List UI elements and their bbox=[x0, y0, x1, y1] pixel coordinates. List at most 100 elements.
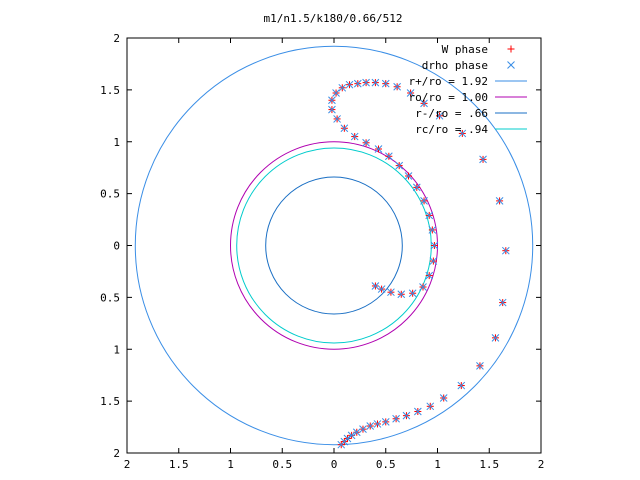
cross-b bbox=[420, 99, 428, 108]
cross-b bbox=[345, 80, 354, 89]
cross-b bbox=[371, 78, 380, 87]
cross-b bbox=[387, 288, 395, 297]
drho-phase-point bbox=[491, 333, 500, 342]
drho-phase-point bbox=[419, 283, 427, 291]
cross-b bbox=[402, 411, 411, 420]
y-tick-label: 0 bbox=[113, 240, 120, 253]
cross-b bbox=[426, 402, 435, 411]
cross-b bbox=[385, 152, 393, 161]
cross-b bbox=[392, 414, 400, 423]
cross-b bbox=[435, 111, 444, 120]
drho-phase-point bbox=[413, 407, 422, 416]
drho-phase-point bbox=[458, 129, 467, 138]
y-tick-label: 0.5 bbox=[100, 291, 120, 304]
cross-b bbox=[495, 197, 504, 205]
drho-phase-point bbox=[420, 99, 428, 108]
cross-b bbox=[408, 289, 417, 298]
cross-b bbox=[352, 428, 361, 437]
drho-phase-point bbox=[426, 402, 435, 411]
drho-phase-point bbox=[366, 422, 375, 430]
drho-phase-point bbox=[352, 428, 361, 437]
drho-phase-point bbox=[353, 79, 362, 88]
x-tick-label: 1.5 bbox=[169, 458, 189, 471]
drho-phase-point bbox=[371, 282, 380, 290]
drho-phase-point bbox=[476, 361, 484, 370]
cross-b bbox=[419, 283, 427, 291]
cross-b bbox=[425, 271, 434, 280]
drho-phase-point bbox=[377, 285, 386, 293]
cross-b bbox=[393, 82, 401, 91]
y-tick-label: 1 bbox=[113, 343, 120, 356]
drho-phase-point bbox=[392, 414, 400, 423]
drho-phase-point bbox=[381, 418, 390, 426]
y-tick-label: 0.5 bbox=[100, 188, 120, 201]
y-tick-label: 2 bbox=[113, 447, 120, 460]
drho-phase-point bbox=[425, 271, 434, 280]
cross-b bbox=[371, 282, 380, 290]
drho-phase-point bbox=[387, 288, 395, 297]
cross-b bbox=[425, 211, 434, 220]
drho-phase-point bbox=[397, 290, 406, 299]
cross-b bbox=[362, 78, 370, 87]
cross-b bbox=[498, 298, 507, 307]
drho-phase-point bbox=[345, 80, 354, 89]
drho-phase-point bbox=[498, 298, 507, 307]
drho-phase-point bbox=[457, 381, 466, 390]
cross-b bbox=[395, 161, 404, 170]
y-tick-label: 2 bbox=[113, 32, 120, 45]
drho-phase-point bbox=[430, 241, 439, 250]
cross-b bbox=[428, 226, 437, 234]
drho-phase-point bbox=[343, 434, 352, 443]
cross-b bbox=[347, 431, 356, 440]
circle-r bbox=[134, 45, 534, 446]
legend-label: ro/ro = 1.00 bbox=[409, 91, 488, 104]
drho-phase-point bbox=[373, 420, 382, 428]
drho-phase-point bbox=[429, 257, 438, 265]
drho-phase-point bbox=[406, 89, 415, 97]
cross-b bbox=[328, 96, 336, 105]
x-tick-label: 0.5 bbox=[272, 458, 292, 471]
drho-phase-point bbox=[393, 82, 401, 91]
cross-b bbox=[458, 129, 467, 138]
reference-circles bbox=[134, 45, 534, 446]
cross-b bbox=[404, 172, 413, 180]
legend: W phase drho phase r+/ro = 1.92 ro/ro = 1.0… bbox=[409, 43, 527, 136]
circle-r bbox=[265, 176, 403, 315]
cross-b bbox=[381, 418, 390, 426]
drho-phase-point bbox=[439, 394, 448, 402]
cross-b bbox=[420, 197, 428, 205]
drho-phase-point bbox=[333, 115, 341, 123]
drho-phase-point bbox=[347, 431, 356, 440]
cross-b bbox=[412, 183, 421, 192]
drho-phase-point bbox=[385, 152, 393, 161]
drho-phase-point bbox=[359, 425, 367, 433]
legend-label: r-/ro = .66 bbox=[415, 107, 488, 120]
cross-b bbox=[353, 79, 362, 88]
cross-b bbox=[338, 83, 347, 92]
cross-b bbox=[340, 124, 349, 133]
cross-b bbox=[362, 138, 370, 147]
cross-b bbox=[430, 241, 439, 250]
x-tick-label: 1 bbox=[434, 458, 441, 471]
drho-phase-point bbox=[425, 211, 434, 220]
cross-b bbox=[328, 105, 336, 114]
y-tick-label: 1 bbox=[113, 136, 120, 149]
y-tick-label: 1.5 bbox=[100, 395, 120, 408]
cross-b bbox=[350, 132, 359, 141]
drho-phase-point bbox=[501, 246, 510, 255]
drho-phase-point bbox=[374, 145, 383, 153]
cross-b bbox=[377, 285, 386, 293]
drho-phase-point bbox=[371, 78, 380, 87]
cross-b bbox=[343, 434, 352, 443]
drho-phase-point bbox=[404, 172, 413, 180]
drho-phase-point bbox=[420, 197, 428, 205]
drho-phase-point bbox=[362, 78, 370, 87]
cross-b bbox=[413, 407, 422, 416]
cross-b bbox=[491, 333, 500, 342]
cross-b bbox=[374, 145, 383, 153]
legend-cross-b bbox=[507, 61, 515, 69]
cross-b bbox=[501, 246, 510, 255]
drho-phase-point bbox=[495, 197, 504, 205]
data-markers bbox=[328, 78, 510, 449]
